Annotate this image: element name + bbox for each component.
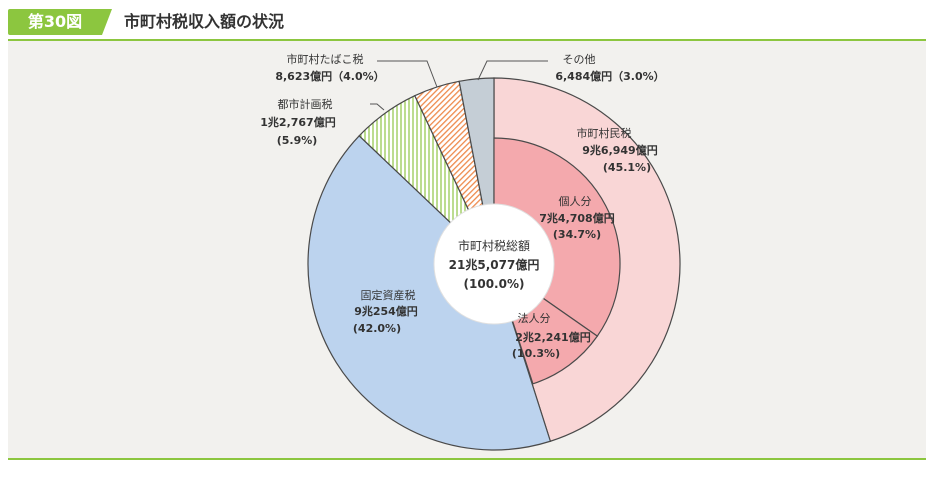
label-city-planning-name: 都市計画税 (278, 97, 333, 111)
figure-number-badge: 第30図 (8, 9, 102, 35)
label-corporate-amount: 2兆2,241億円 (515, 330, 590, 344)
slice-labels: 市町村民税 9兆6,949億円 (45.1%) 個人分 7兆4,708億円 (3… (260, 52, 664, 360)
leader-line-other (477, 60, 548, 81)
label-resident-amount: 9兆6,949億円 (582, 143, 657, 157)
inner-slice-0 (493, 137, 621, 337)
center-percent: (100.0%) (464, 277, 525, 291)
header-rule (8, 39, 926, 41)
label-corporate-name: 法人分 (518, 311, 551, 325)
label-tobacco-name: 市町村たばこ税 (287, 52, 364, 66)
label-other-name: その他 (563, 53, 596, 66)
label-property-percent: (42.0%) (353, 322, 401, 335)
outer-slice-1 (307, 134, 552, 451)
center-label: 市町村税総額 (458, 238, 530, 253)
label-property-name: 固定資産税 (361, 288, 416, 302)
label-city-planning-amount: 1兆2,767億円 (260, 115, 335, 129)
leader-lines (370, 60, 548, 111)
label-resident-name: 市町村民税 (577, 126, 632, 140)
center-disc: 市町村税総額 21兆5,077億円 (100.0%) (433, 203, 555, 325)
label-corporate-percent: (10.3%) (512, 347, 560, 360)
label-individual-amount: 7兆4,708億円 (539, 211, 614, 225)
figure-header: 第30図 市町村税収入額の状況 (0, 0, 941, 41)
figure-title: 市町村税収入額の状況 (124, 12, 285, 31)
label-city-planning-percent: (5.9%) (277, 134, 318, 147)
center-amount: 21兆5,077億円 (449, 257, 540, 272)
footer-rule (8, 458, 926, 460)
leader-line-city-planning (370, 103, 385, 111)
label-individual-percent: (34.7%) (553, 228, 601, 241)
leader-line-tobacco (377, 60, 438, 88)
center-circle (433, 203, 555, 325)
label-other-amount: 6,484億円（3.0%） (555, 69, 664, 83)
label-resident-percent: (45.1%) (603, 161, 651, 174)
label-property-amount: 9兆254億円 (354, 304, 418, 318)
figure-badge-tail (102, 9, 112, 35)
label-individual-name: 個人分 (559, 195, 592, 208)
label-tobacco-amount: 8,623億円（4.0%） (275, 69, 384, 83)
